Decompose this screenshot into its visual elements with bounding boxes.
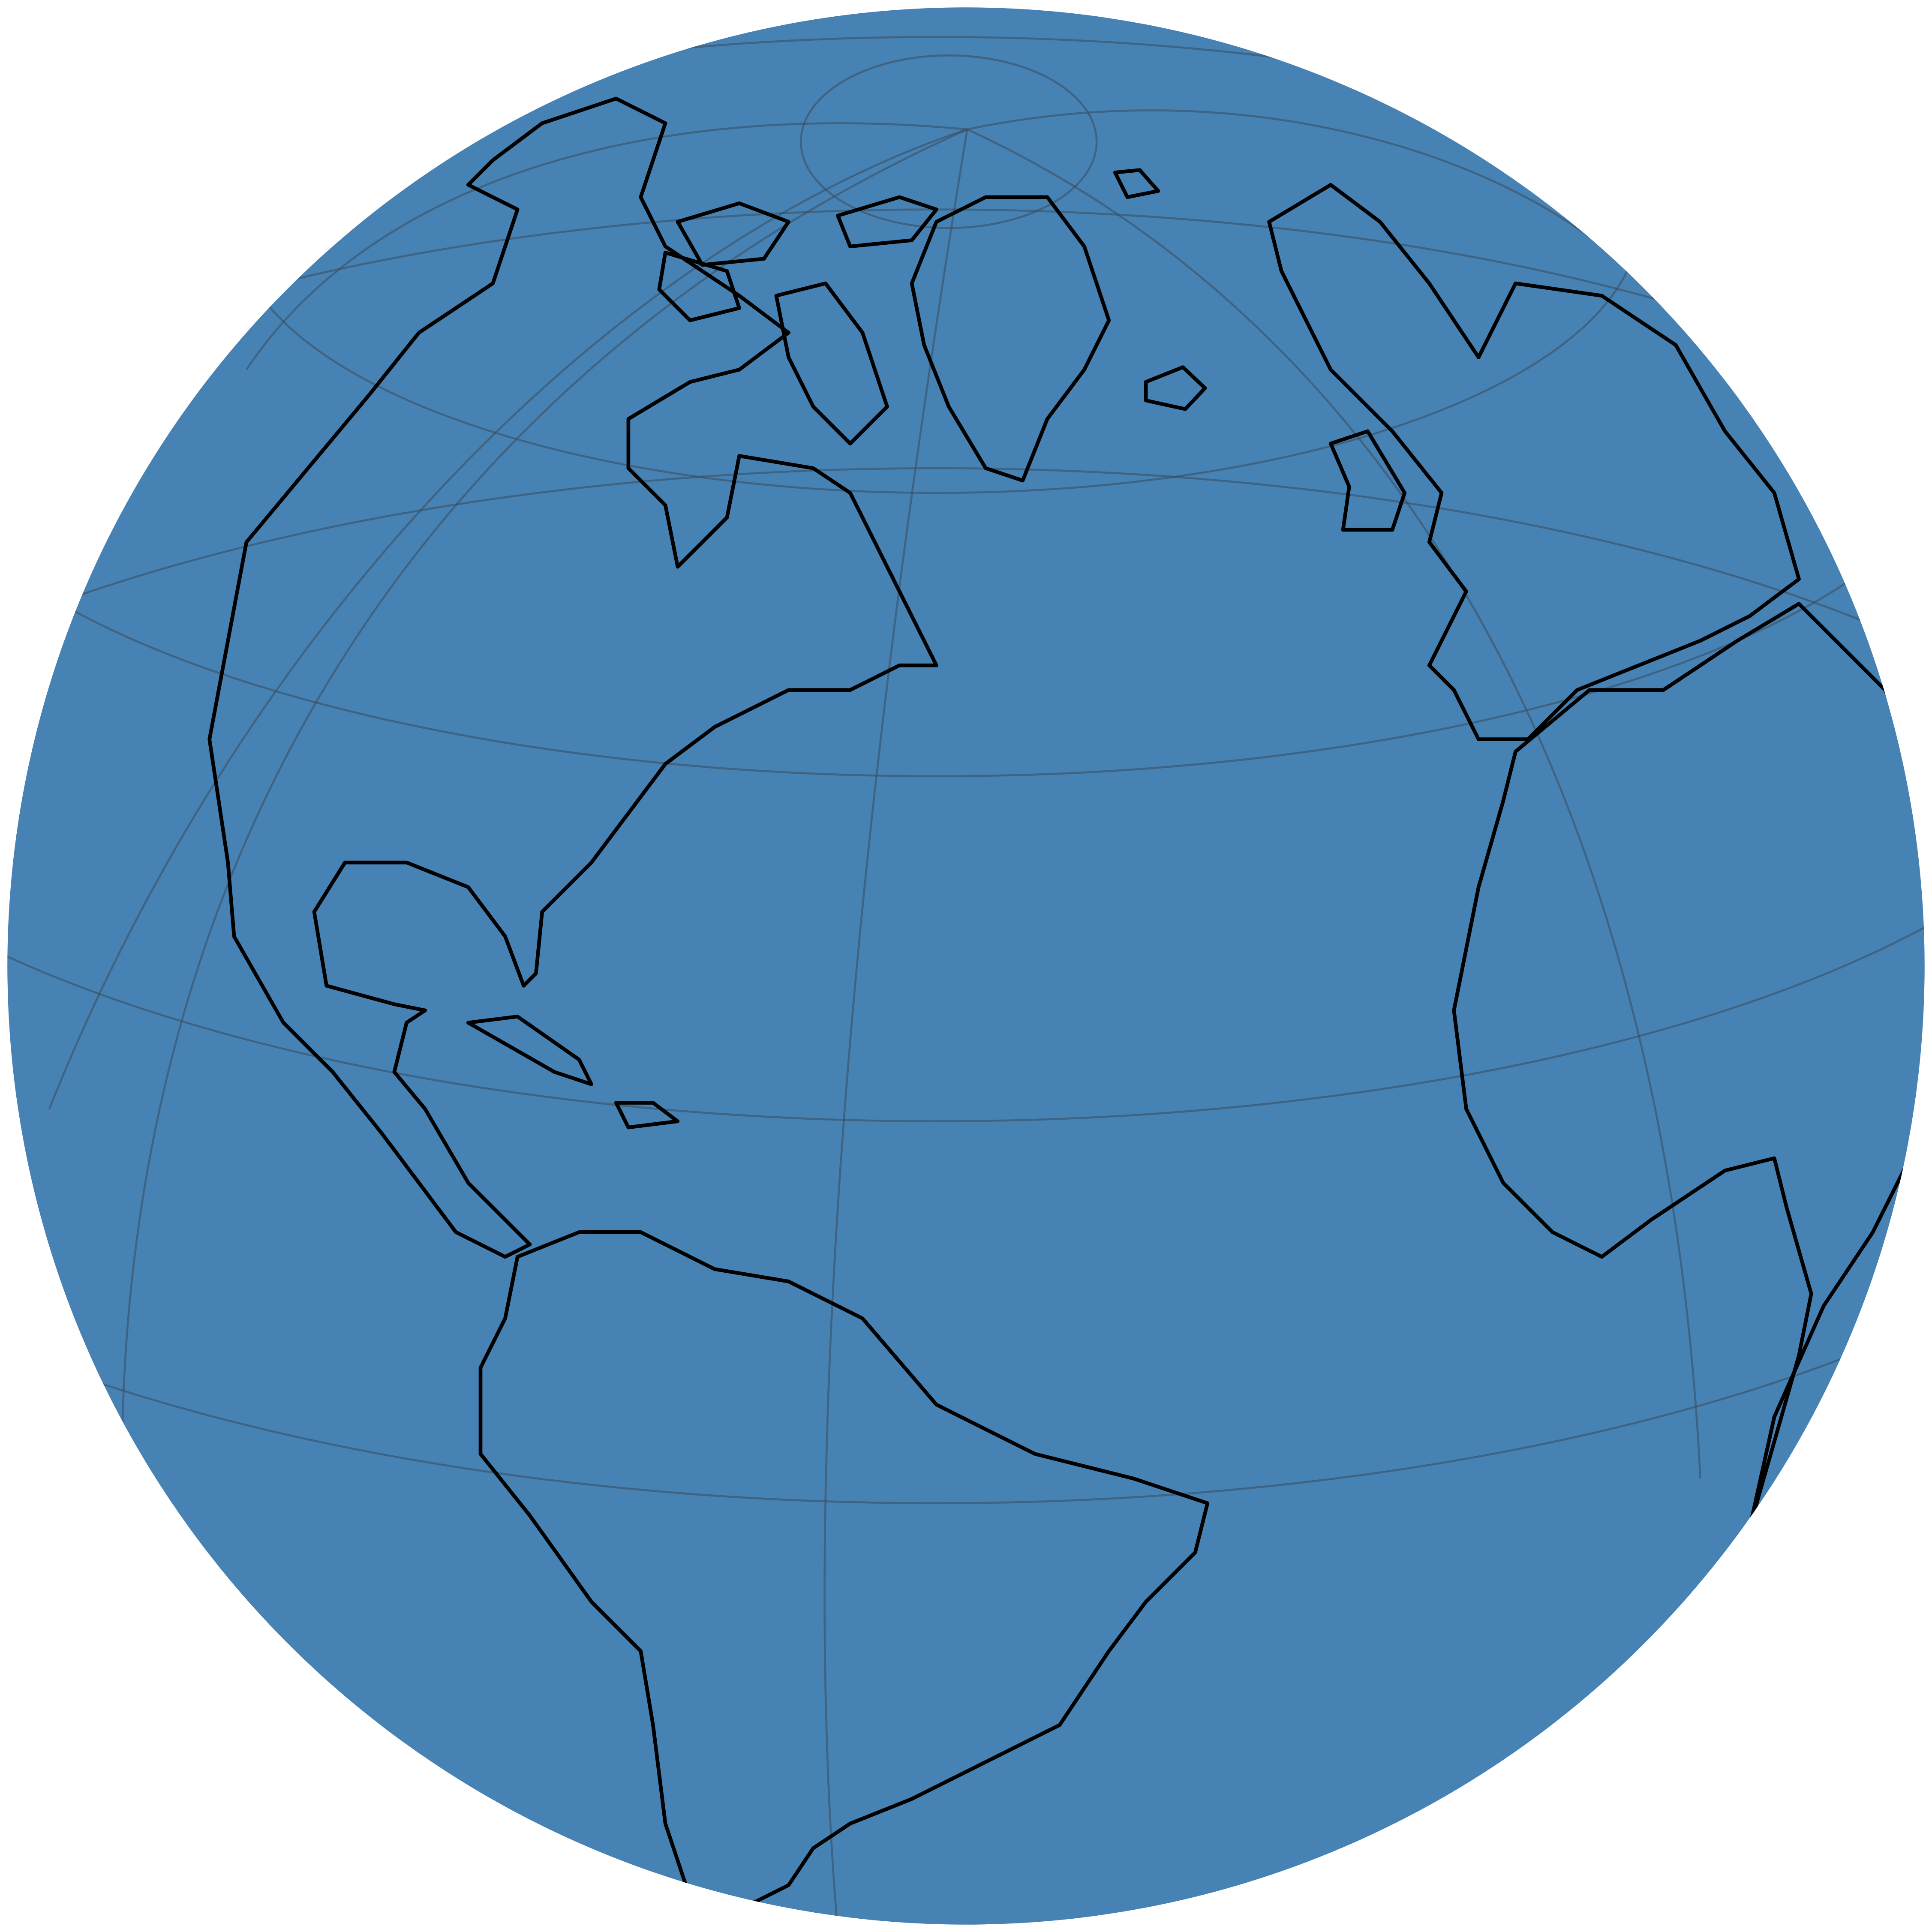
ocean xyxy=(7,7,1925,1925)
